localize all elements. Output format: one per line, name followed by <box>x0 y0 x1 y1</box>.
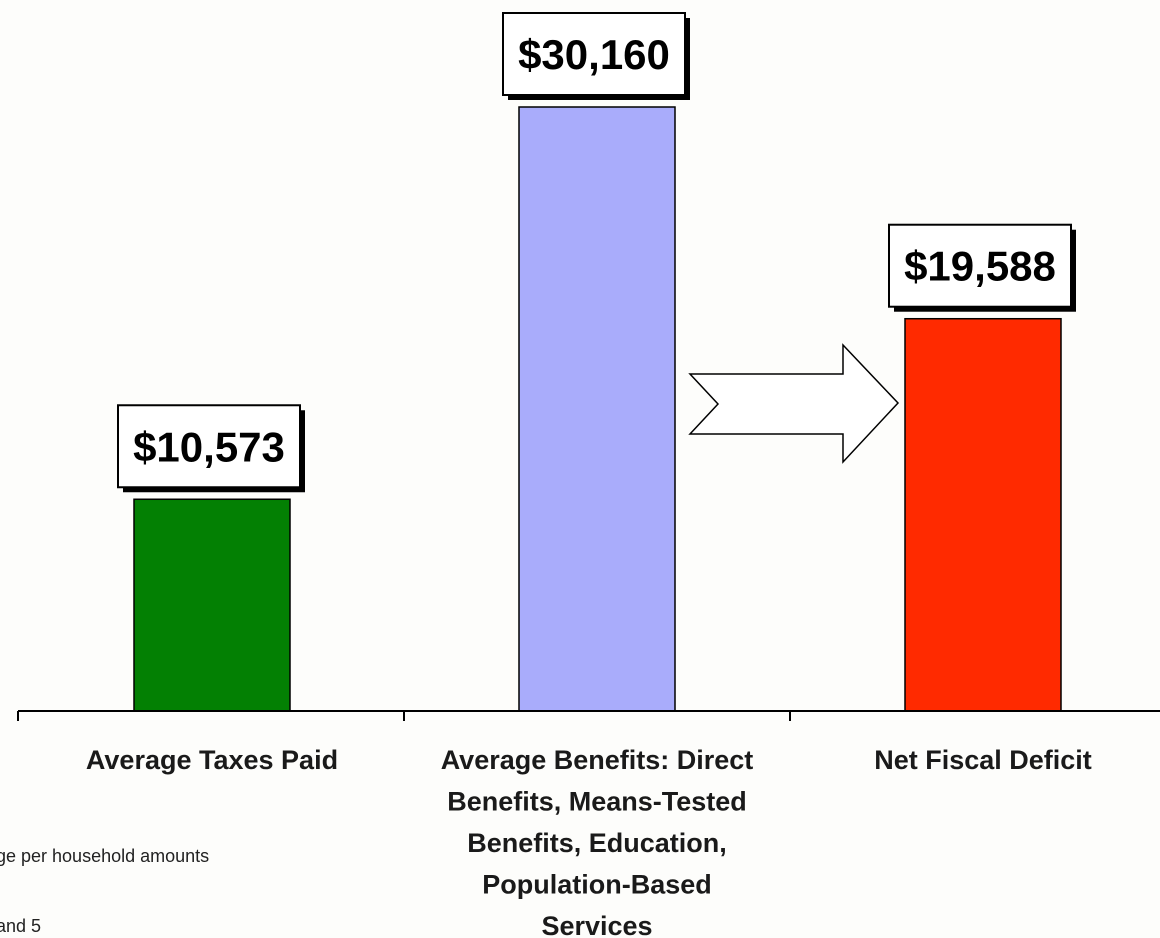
footnote-1: ge per household amounts <box>0 846 209 866</box>
footnote-2: and 5 <box>0 916 41 936</box>
bar-2 <box>518 106 676 712</box>
category-labels: Average Taxes Paid Average Benefits: Dire… <box>86 745 1092 938</box>
footnotes: ge per household amounts and 5 <box>0 846 209 936</box>
value-label-box-3 <box>888 223 1072 308</box>
x-axis <box>17 710 1160 721</box>
bar-1 <box>133 498 291 712</box>
category-label-2: Average Benefits: Direct Benefits, Means-… <box>441 745 754 938</box>
bar-3 <box>904 317 1062 712</box>
value-label-box-2 <box>502 12 686 96</box>
arrow-shape <box>688 343 900 464</box>
bars-layer: $10,573 $30,160 $19,588 <box>117 12 1076 712</box>
value-label-1: $10,573 <box>133 423 285 470</box>
value-label-box-1 <box>117 404 301 489</box>
value-label-3: $19,588 <box>904 243 1056 290</box>
category-label-1: Average Taxes Paid <box>86 745 338 775</box>
category-label-3: Net Fiscal Deficit <box>874 745 1092 775</box>
value-label-2: $30,160 <box>518 31 670 78</box>
arrow-layer <box>688 343 900 464</box>
